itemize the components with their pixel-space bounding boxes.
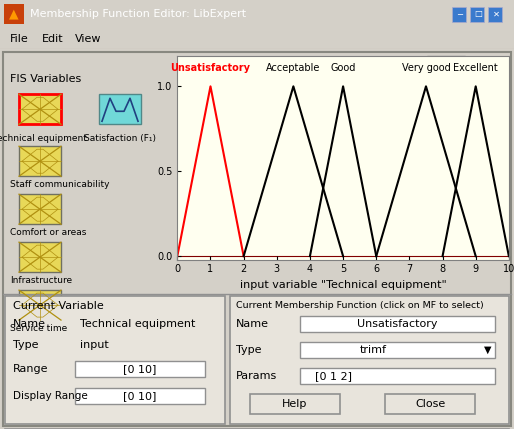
Text: [0 1 2]: [0 1 2] — [315, 371, 352, 381]
FancyBboxPatch shape — [19, 290, 61, 320]
FancyBboxPatch shape — [4, 4, 24, 24]
Text: Current Membership Function (click on MF to select): Current Membership Function (click on MF… — [236, 301, 484, 310]
FancyBboxPatch shape — [5, 296, 225, 424]
Text: Staff communicability: Staff communicability — [10, 180, 109, 189]
Text: input: input — [80, 340, 109, 350]
Text: Name: Name — [13, 319, 46, 329]
Text: [0 10]: [0 10] — [123, 391, 157, 401]
FancyBboxPatch shape — [385, 394, 475, 414]
Text: Params: Params — [236, 371, 277, 381]
Text: Excellent: Excellent — [453, 63, 498, 73]
Text: Help: Help — [282, 399, 308, 409]
Text: Membership function plots: Membership function plots — [200, 57, 348, 67]
FancyBboxPatch shape — [230, 296, 509, 424]
FancyBboxPatch shape — [427, 56, 465, 71]
Text: Unsatisfactory: Unsatisfactory — [357, 319, 437, 329]
FancyBboxPatch shape — [75, 361, 205, 377]
Text: Good: Good — [331, 63, 356, 73]
Text: Type: Type — [13, 340, 39, 350]
FancyBboxPatch shape — [452, 7, 466, 22]
FancyBboxPatch shape — [19, 194, 61, 224]
FancyBboxPatch shape — [19, 242, 61, 272]
Text: FIS Variables: FIS Variables — [10, 74, 81, 85]
FancyBboxPatch shape — [19, 94, 61, 124]
Text: trimf: trimf — [360, 345, 387, 355]
Text: Technical equipment: Technical equipment — [80, 319, 195, 329]
FancyBboxPatch shape — [75, 388, 205, 404]
Text: Type: Type — [236, 345, 262, 355]
Text: Service time: Service time — [10, 324, 67, 333]
FancyBboxPatch shape — [488, 7, 502, 22]
Text: Current Variable: Current Variable — [13, 301, 104, 311]
Text: Name: Name — [236, 319, 269, 329]
Text: Infrastructure: Infrastructure — [10, 276, 72, 285]
Text: Unsatisfactory: Unsatisfactory — [171, 63, 250, 73]
Text: Comfort or areas: Comfort or areas — [10, 228, 86, 237]
FancyBboxPatch shape — [300, 368, 495, 384]
Text: ─: ─ — [457, 9, 463, 18]
Text: Display Range: Display Range — [13, 391, 88, 401]
Text: View: View — [75, 33, 101, 44]
Text: Edit: Edit — [42, 33, 64, 44]
Text: ✕: ✕ — [492, 9, 500, 18]
Text: Satisfaction (F₁): Satisfaction (F₁) — [84, 134, 156, 143]
FancyBboxPatch shape — [19, 146, 61, 176]
Text: Close: Close — [415, 399, 445, 409]
Text: [0 10]: [0 10] — [123, 364, 157, 374]
X-axis label: input variable "Technical equipment": input variable "Technical equipment" — [240, 280, 447, 290]
FancyBboxPatch shape — [300, 342, 495, 358]
FancyBboxPatch shape — [250, 394, 340, 414]
FancyBboxPatch shape — [99, 94, 141, 124]
Text: Range: Range — [13, 364, 48, 374]
Text: □: □ — [474, 9, 482, 18]
FancyBboxPatch shape — [470, 7, 484, 22]
Text: 181: 181 — [435, 59, 456, 69]
Text: Very good: Very good — [401, 63, 450, 73]
Text: ▲: ▲ — [9, 7, 19, 21]
Text: plot points:: plot points: — [380, 57, 443, 67]
Text: Acceptable: Acceptable — [266, 63, 321, 73]
FancyBboxPatch shape — [300, 316, 495, 332]
Text: Technical equipment: Technical equipment — [0, 134, 87, 143]
Text: Membership Function Editor: LibExpert: Membership Function Editor: LibExpert — [30, 9, 246, 19]
Text: File: File — [10, 33, 29, 44]
Text: ▼: ▼ — [484, 345, 492, 355]
FancyBboxPatch shape — [3, 52, 511, 426]
